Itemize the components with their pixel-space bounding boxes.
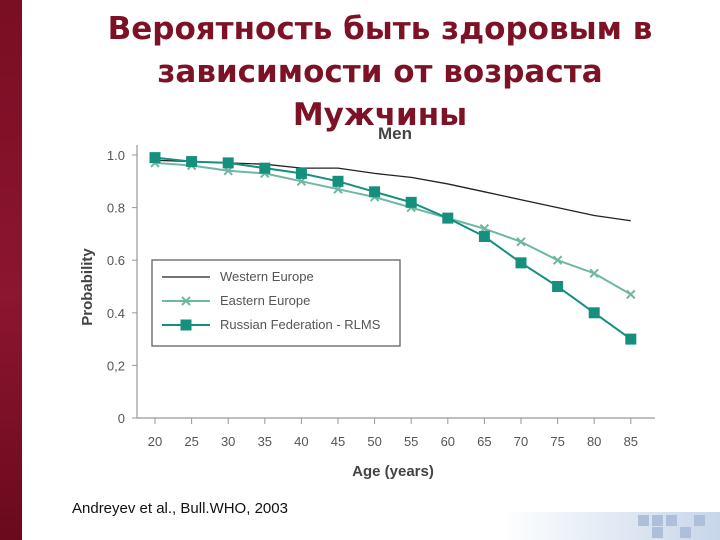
citation: Andreyev et al., Bull.WHO, 2003 (72, 500, 288, 517)
slide-title-line-3: Мужчины (292, 97, 468, 133)
decorative-squares (636, 514, 716, 538)
data-point (552, 255, 563, 265)
data-point (369, 186, 381, 198)
data-point (442, 212, 454, 224)
data-point (405, 196, 417, 208)
x-tick-label: 65 (477, 434, 491, 449)
y-tick-label: 1.0 (107, 148, 125, 163)
x-tick-label: 25 (184, 434, 198, 449)
series-layer (149, 152, 637, 345)
legend-label: Eastern Europe (220, 293, 310, 308)
data-point (516, 237, 526, 247)
x-tick-label: 55 (404, 434, 418, 449)
x-tick-label: 85 (624, 434, 638, 449)
data-point (625, 333, 637, 345)
x-marker-stroke (626, 289, 636, 300)
left-accent-bar (0, 0, 22, 540)
data-point (186, 156, 198, 168)
x-tick-label: 60 (441, 434, 455, 449)
slide-title: Вероятность быть здоровым в зависимости … (60, 8, 700, 137)
chart-title: Men (378, 124, 412, 143)
x-tick-label: 40 (294, 434, 308, 449)
y-tick-label: 0,2 (107, 358, 125, 373)
x-tick-label: 70 (514, 434, 528, 449)
y-tick-label: 0 (118, 411, 125, 426)
data-point (149, 152, 161, 164)
y-tick-label: 0.6 (107, 253, 125, 268)
data-point (259, 162, 271, 174)
legend-swatch-marker (180, 319, 192, 331)
data-point (295, 167, 307, 179)
x-tick-label: 30 (221, 434, 235, 449)
series-russian-federation-rlms (149, 152, 637, 345)
x-axis-label: Age (years) (352, 463, 434, 480)
data-point (552, 281, 564, 292)
data-point (515, 257, 527, 269)
legend-label: Western Europe (220, 269, 314, 284)
x-tick-label: 50 (367, 434, 381, 449)
x-marker-stroke (181, 296, 191, 306)
x-tick-label: 20 (148, 434, 162, 449)
data-point (332, 175, 344, 187)
x-marker-stroke (516, 237, 526, 247)
x-tick-label: 35 (258, 434, 272, 449)
data-point (589, 268, 599, 279)
legend-swatch-marker (181, 296, 191, 306)
series-line (154, 161, 632, 296)
series-line (154, 156, 632, 340)
x-tick-label: 45 (331, 434, 345, 449)
y-tick-label: 0.4 (107, 306, 125, 321)
y-axis-label: Probability (79, 248, 96, 326)
x-tick-label: 75 (550, 434, 564, 449)
y-tick-label: 0.8 (107, 201, 125, 216)
data-point (626, 289, 636, 300)
x-tick-label: 80 (587, 434, 601, 449)
axes: 0 0,2 0.4 0.6 0.8 1.0 20 25 30 35 40 45 50 55 60 65 70 75… (107, 145, 655, 449)
data-point (588, 307, 600, 319)
data-point (478, 231, 490, 243)
legend-label: Russian Federation - RLMS (220, 317, 381, 332)
legend-box (151, 259, 401, 347)
slide-title-line-1: Вероятность быть здоровым в (107, 11, 653, 47)
data-point (222, 157, 234, 169)
slide-title-line-2: зависимости от возраста (157, 54, 603, 90)
x-marker-stroke (589, 268, 599, 279)
legend: Western Europe Eastern Europe Russian Fede… (151, 259, 401, 347)
x-marker-stroke (552, 255, 563, 265)
